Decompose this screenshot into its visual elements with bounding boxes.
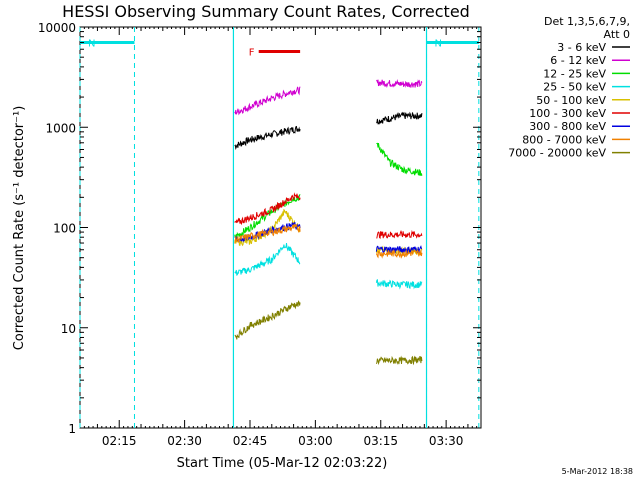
series-line-1-seg1: [234, 86, 301, 116]
x-tick-label-4: 03:15: [363, 434, 398, 448]
legend-label-5: 100 - 300 keV: [529, 107, 606, 120]
chart-title: HESSI Observing Summary Count Rates, Cor…: [62, 2, 470, 21]
x-tick-label-2: 02:45: [233, 434, 268, 448]
x-tick-label-5: 03:30: [429, 434, 464, 448]
series-line-0-seg2: [376, 111, 423, 125]
series-line-3-seg2: [375, 279, 423, 290]
x-tick-label-3: 03:00: [298, 434, 333, 448]
series-line-5-seg2: [376, 229, 423, 240]
series-line-2-seg2: [376, 142, 423, 177]
legend-label-6: 300 - 800 keV: [529, 120, 606, 133]
legend-label-2: 12 - 25 keV: [543, 67, 606, 80]
series-line-6-seg2: [375, 245, 422, 255]
series-line-7-seg2: [375, 249, 423, 259]
x-tick-label-1: 02:30: [167, 434, 202, 448]
legend-label-7: 800 - 7000 keV: [522, 133, 606, 146]
timestamp: 5-Mar-2012 18:38: [562, 467, 633, 476]
y-tick-label-4: 10000: [38, 21, 76, 35]
legend-header-line-2: Att 0: [604, 28, 630, 41]
series-line-7-seg1: [234, 223, 301, 244]
legend-label-4: 50 - 100 keV: [536, 94, 606, 107]
series-line-3-seg1: [234, 243, 301, 276]
legend-header-line-1: Det 1,3,5,6,7,9,: [544, 15, 630, 28]
y-tick-label-0: 1: [68, 422, 76, 436]
legend-label-0: 3 - 6 keV: [557, 41, 606, 54]
flag-label-1: N: [435, 39, 442, 50]
series-line-8-seg2: [375, 355, 423, 366]
series-line-1-seg2: [376, 79, 423, 88]
x-tick-label-0: 02:15: [102, 434, 137, 448]
y-axis-label: Corrected Count Rate (s⁻¹ detector⁻¹): [12, 106, 27, 351]
legend-label-8: 7000 - 20000 keV: [508, 147, 606, 160]
data-layer: N NF: [79, 27, 480, 428]
plot-area: N N F 02:15 02:30 02:45 03:00 03:15 03:30 1 10 100…: [38, 21, 482, 448]
series-line-8-seg1: [234, 300, 301, 340]
series-line-0-seg1: [234, 125, 301, 150]
y-tick-label-1: 10: [61, 322, 76, 336]
legend-label-3: 25 - 50 keV: [543, 81, 606, 94]
y-tick-label-2: 100: [53, 222, 76, 236]
flag-label-2: F: [249, 47, 255, 58]
x-axis-label: Start Time (05-Mar-12 02:03:22): [177, 456, 388, 471]
series-line-5-seg1: [234, 192, 301, 226]
legend-label-1: 6 - 12 keV: [550, 54, 606, 67]
y-tick-label-3: 1000: [45, 121, 76, 135]
flag-label-0: N: [88, 39, 95, 50]
axis-layer: 02:15 02:30 02:45 03:00 03:15 03:30 1 10 100 1000…: [38, 21, 481, 448]
